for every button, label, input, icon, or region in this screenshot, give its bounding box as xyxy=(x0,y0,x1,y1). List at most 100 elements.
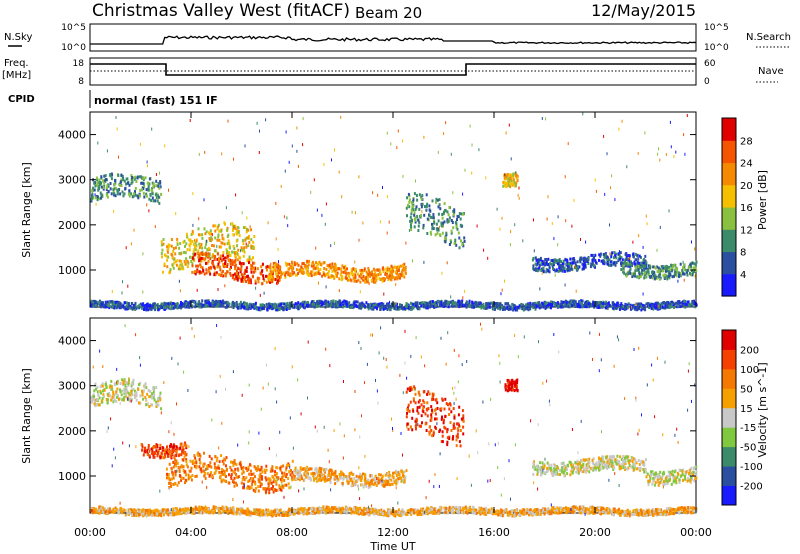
data-cell xyxy=(217,223,220,227)
data-cell xyxy=(386,302,389,306)
data-cell xyxy=(442,304,444,308)
data-cell xyxy=(258,477,261,481)
data-cell xyxy=(274,308,277,312)
data-cell xyxy=(638,270,641,274)
data-cell xyxy=(308,273,311,277)
data-cell xyxy=(127,306,130,309)
data-cell xyxy=(644,308,647,312)
data-cell xyxy=(550,262,553,266)
data-cell xyxy=(488,305,491,309)
data-cell xyxy=(437,219,440,223)
data-cell xyxy=(579,256,582,260)
data-cell xyxy=(326,264,329,268)
data-cell xyxy=(119,302,122,306)
data-cell xyxy=(197,255,200,259)
data-cell xyxy=(512,182,515,186)
data-cell xyxy=(188,305,191,309)
data-cell xyxy=(512,178,515,182)
data-cell xyxy=(236,277,239,281)
data-cell xyxy=(205,467,208,471)
data-cell xyxy=(379,473,382,477)
data-cell xyxy=(130,177,133,181)
data-cell xyxy=(444,304,447,308)
data-cell xyxy=(503,176,506,180)
scatter-cell xyxy=(694,247,696,251)
data-cell xyxy=(451,304,454,308)
data-cell xyxy=(378,276,381,280)
data-cell xyxy=(671,300,673,304)
data-cell xyxy=(126,181,129,185)
scatter-cell xyxy=(551,222,553,225)
data-cell xyxy=(139,302,142,306)
data-cell xyxy=(653,304,656,308)
colorbar-segment xyxy=(722,162,736,186)
data-cell xyxy=(647,269,649,272)
data-cell xyxy=(178,264,181,268)
data-cell xyxy=(287,482,290,486)
data-cell xyxy=(431,304,433,308)
data-cell xyxy=(638,261,641,265)
data-cell xyxy=(310,300,313,304)
data-cell xyxy=(418,207,421,211)
data-cell xyxy=(288,486,291,490)
scatter-cell xyxy=(267,221,269,225)
scatter-cell xyxy=(389,300,390,304)
data-cell xyxy=(287,305,290,309)
data-cell xyxy=(257,279,260,283)
data-cell xyxy=(416,198,419,202)
data-cell xyxy=(360,276,363,280)
scatter-cell xyxy=(296,149,298,153)
data-cell xyxy=(125,307,128,311)
data-cell xyxy=(371,482,374,486)
data-cell xyxy=(679,262,682,266)
data-cell xyxy=(311,302,314,306)
data-cell xyxy=(168,462,171,466)
data-cell xyxy=(258,480,261,484)
data-cell xyxy=(460,301,463,305)
data-cell xyxy=(270,481,273,485)
data-cell xyxy=(431,199,434,203)
data-cell xyxy=(178,252,181,255)
data-cell xyxy=(110,300,113,304)
data-cell xyxy=(167,247,170,251)
data-cell xyxy=(235,269,238,273)
data-cell xyxy=(505,177,508,181)
data-cell xyxy=(155,179,158,183)
data-cell xyxy=(94,300,97,303)
data-cell xyxy=(103,388,106,392)
data-cell xyxy=(409,305,412,309)
data-cell xyxy=(647,264,650,268)
data-cell xyxy=(251,267,254,271)
data-cell xyxy=(242,226,245,229)
data-cell xyxy=(90,304,93,308)
scatter-cell xyxy=(580,238,581,241)
data-cell xyxy=(431,300,434,304)
data-cell xyxy=(381,267,384,271)
data-cell xyxy=(412,303,415,306)
data-cell xyxy=(134,391,137,395)
data-cell xyxy=(372,303,375,307)
data-cell xyxy=(370,273,373,277)
scatter-cell xyxy=(478,148,480,152)
data-cell xyxy=(418,301,421,305)
data-cell xyxy=(438,198,441,202)
data-cell xyxy=(668,268,671,272)
scatter-cell xyxy=(445,121,447,125)
data-cell xyxy=(224,256,227,260)
data-cell xyxy=(396,302,398,306)
data-cell xyxy=(641,272,644,276)
data-cell xyxy=(534,256,537,260)
data-cell xyxy=(257,467,260,471)
data-cell xyxy=(159,447,162,450)
data-cell xyxy=(458,236,461,240)
data-cell xyxy=(226,301,229,304)
data-cell xyxy=(261,470,264,474)
data-cell xyxy=(622,264,625,268)
data-cell xyxy=(115,390,118,394)
data-cell xyxy=(538,263,541,267)
data-cell xyxy=(456,214,459,218)
data-cell xyxy=(265,302,268,306)
data-cell xyxy=(130,174,133,177)
data-cell xyxy=(236,306,239,310)
data-cell xyxy=(446,302,449,306)
